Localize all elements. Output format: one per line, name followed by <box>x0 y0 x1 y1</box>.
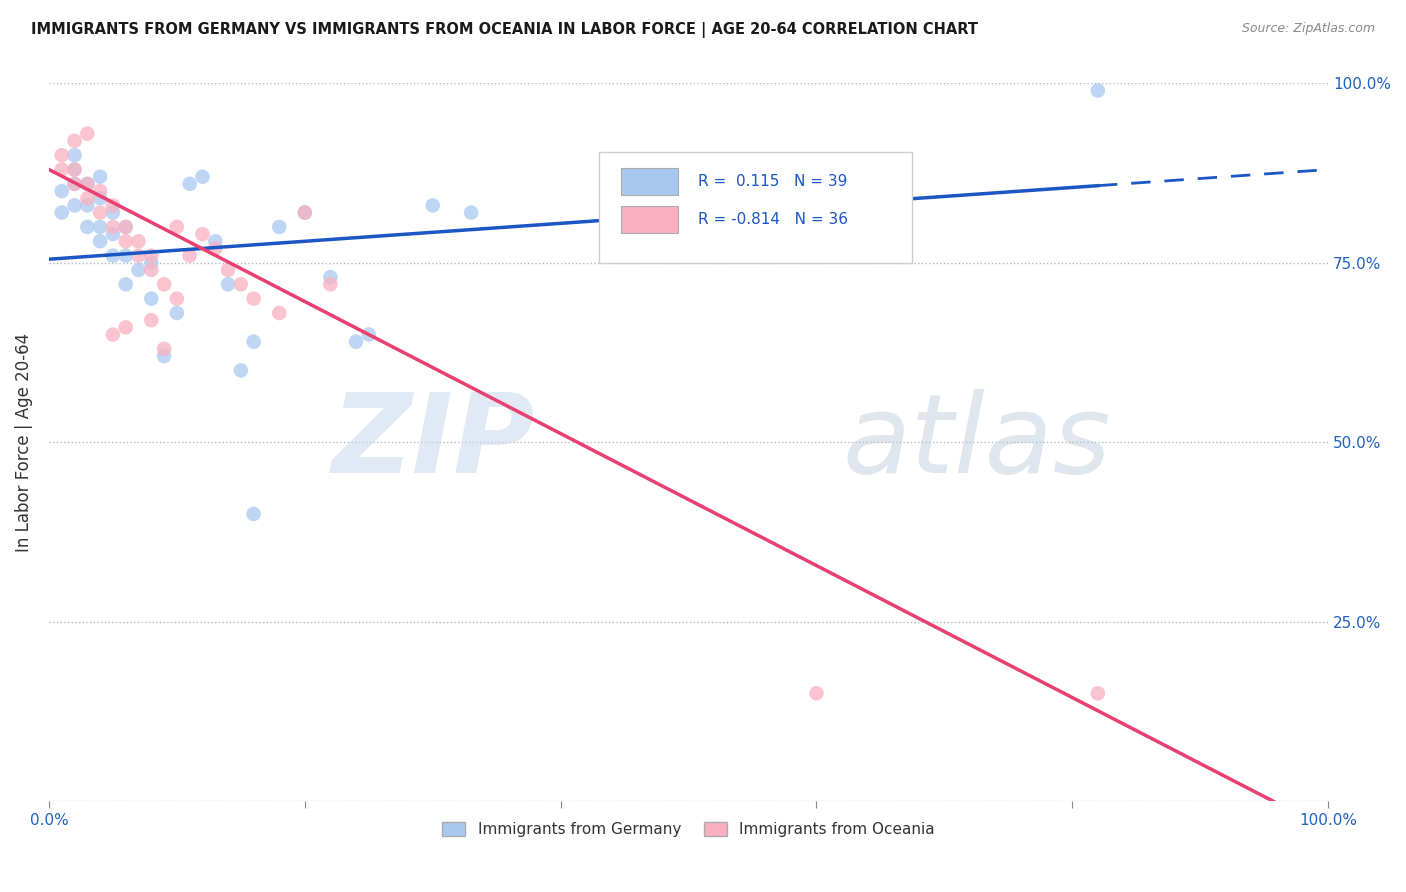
Point <box>63 134 86 148</box>
Point <box>141 256 163 270</box>
Point <box>1087 686 1109 700</box>
Point <box>217 277 239 292</box>
Text: IMMIGRANTS FROM GERMANY VS IMMIGRANTS FROM OCEANIA IN LABOR FORCE | AGE 20-64 CO: IMMIGRANTS FROM GERMANY VS IMMIGRANTS FR… <box>31 22 979 38</box>
Point <box>217 263 239 277</box>
Point <box>229 363 252 377</box>
Point <box>114 219 136 234</box>
Point <box>229 277 252 292</box>
Point <box>101 219 124 234</box>
Point <box>204 242 226 256</box>
Y-axis label: In Labor Force | Age 20-64: In Labor Force | Age 20-64 <box>15 333 32 552</box>
Text: R =  0.115   N = 39: R = 0.115 N = 39 <box>697 174 846 189</box>
Point <box>806 686 828 700</box>
Bar <box>621 168 678 195</box>
Point <box>422 198 444 212</box>
Text: atlas: atlas <box>842 389 1111 496</box>
Point <box>51 162 73 177</box>
Point <box>101 227 124 241</box>
Point <box>294 205 316 219</box>
Point <box>114 320 136 334</box>
Point <box>128 249 150 263</box>
Point <box>114 277 136 292</box>
Point <box>128 263 150 277</box>
Point <box>89 205 111 219</box>
Point <box>63 148 86 162</box>
Point <box>204 234 226 248</box>
Point <box>101 249 124 263</box>
Point <box>89 234 111 248</box>
Point <box>101 198 124 212</box>
Point <box>191 169 214 184</box>
Point <box>76 177 98 191</box>
Point <box>63 177 86 191</box>
Point <box>101 327 124 342</box>
Point <box>166 306 188 320</box>
Point <box>153 342 176 356</box>
Point <box>63 162 86 177</box>
Text: ZIP: ZIP <box>332 389 536 496</box>
Point <box>63 198 86 212</box>
Point <box>191 227 214 241</box>
Text: Source: ZipAtlas.com: Source: ZipAtlas.com <box>1241 22 1375 36</box>
Point <box>179 177 201 191</box>
Point <box>357 327 380 342</box>
Point <box>319 277 342 292</box>
Point <box>76 127 98 141</box>
Point <box>114 219 136 234</box>
Point <box>63 177 86 191</box>
Bar <box>621 206 678 234</box>
Point <box>294 205 316 219</box>
Point <box>141 249 163 263</box>
Point <box>76 198 98 212</box>
Point <box>153 349 176 363</box>
Point <box>141 292 163 306</box>
Point <box>179 249 201 263</box>
Legend: Immigrants from Germany, Immigrants from Oceania: Immigrants from Germany, Immigrants from… <box>436 816 941 844</box>
Point <box>51 184 73 198</box>
Point <box>1087 84 1109 98</box>
Point <box>63 162 86 177</box>
Point <box>344 334 367 349</box>
Point <box>242 292 264 306</box>
Point <box>89 219 111 234</box>
Point <box>114 249 136 263</box>
Point <box>114 234 136 248</box>
Text: R = -0.814   N = 36: R = -0.814 N = 36 <box>697 212 848 227</box>
Point <box>141 313 163 327</box>
Point <box>141 263 163 277</box>
Point <box>76 219 98 234</box>
Point <box>460 205 482 219</box>
FancyBboxPatch shape <box>599 152 912 263</box>
Point <box>76 191 98 205</box>
Point <box>166 292 188 306</box>
Point <box>242 334 264 349</box>
Point <box>101 205 124 219</box>
Point <box>51 205 73 219</box>
Point <box>89 184 111 198</box>
Point <box>269 219 291 234</box>
Point <box>269 306 291 320</box>
Point <box>319 270 342 285</box>
Point <box>51 148 73 162</box>
Point <box>166 219 188 234</box>
Point <box>242 507 264 521</box>
Point <box>89 169 111 184</box>
Point <box>128 234 150 248</box>
Point <box>89 191 111 205</box>
Point <box>153 277 176 292</box>
Point <box>76 177 98 191</box>
